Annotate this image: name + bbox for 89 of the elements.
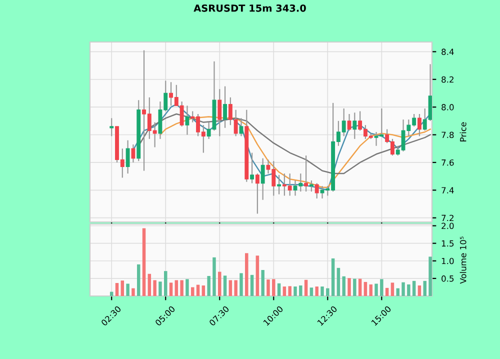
y-tick-label: 0.5 bbox=[442, 275, 454, 282]
bar bbox=[174, 280, 178, 296]
bar bbox=[358, 278, 362, 296]
bar bbox=[320, 286, 324, 296]
bar bbox=[120, 280, 124, 296]
bar bbox=[158, 282, 162, 296]
y-tick-label: 1.0 bbox=[442, 258, 454, 264]
candlestick bbox=[347, 113, 352, 132]
bar bbox=[288, 286, 292, 296]
bar bbox=[136, 264, 140, 296]
bar bbox=[282, 286, 286, 296]
bar bbox=[250, 274, 254, 296]
candlestick bbox=[131, 144, 136, 164]
bar bbox=[412, 280, 416, 296]
bar bbox=[240, 273, 243, 296]
bar bbox=[402, 282, 405, 296]
bar bbox=[218, 272, 222, 296]
bar bbox=[169, 282, 173, 296]
y-axis-title: Price bbox=[460, 122, 466, 142]
candlestick bbox=[218, 88, 222, 137]
bar bbox=[272, 279, 276, 296]
bar bbox=[342, 276, 346, 296]
bar bbox=[132, 288, 135, 296]
candlestick bbox=[110, 118, 114, 137]
candlestick bbox=[304, 154, 308, 192]
candlestick bbox=[418, 113, 422, 137]
bar bbox=[353, 278, 356, 296]
bar bbox=[223, 276, 227, 296]
bar bbox=[336, 268, 340, 296]
candlestick bbox=[255, 172, 260, 214]
bar bbox=[304, 280, 308, 296]
bar bbox=[407, 284, 410, 296]
bar bbox=[277, 283, 281, 296]
candlestick bbox=[250, 152, 254, 184]
bar bbox=[142, 228, 146, 296]
bar bbox=[315, 286, 318, 296]
candlestick bbox=[223, 86, 227, 128]
bar bbox=[153, 280, 156, 296]
y-tick-label: 7.6 bbox=[442, 159, 454, 166]
bar bbox=[396, 288, 400, 296]
bar bbox=[261, 270, 264, 296]
bar bbox=[126, 284, 130, 296]
bar bbox=[380, 279, 384, 296]
candlestick bbox=[309, 180, 314, 192]
bar bbox=[348, 278, 351, 296]
bar bbox=[294, 286, 297, 296]
y-tick-label: 8.2 bbox=[442, 76, 454, 83]
bar bbox=[180, 280, 184, 296]
y-tick-label: 7.2 bbox=[442, 214, 454, 222]
y-tick-label: 2.0 bbox=[442, 222, 454, 230]
bar bbox=[418, 285, 422, 296]
y-tick-label: 7.8 bbox=[442, 132, 454, 138]
bar bbox=[266, 279, 270, 296]
candlestick bbox=[126, 140, 130, 174]
bar bbox=[186, 279, 189, 296]
bar bbox=[115, 283, 119, 296]
bar bbox=[207, 276, 210, 296]
bar bbox=[374, 284, 378, 296]
bar bbox=[245, 253, 248, 296]
bar bbox=[148, 274, 152, 296]
bar bbox=[390, 282, 394, 296]
candlestick bbox=[260, 158, 265, 200]
bar bbox=[364, 282, 368, 296]
bar bbox=[369, 284, 372, 296]
bar bbox=[423, 280, 426, 296]
candlestick bbox=[277, 174, 282, 195]
bar bbox=[202, 285, 206, 296]
bar bbox=[428, 256, 432, 296]
bar bbox=[326, 288, 330, 296]
y-tick-label: 8.0 bbox=[442, 104, 454, 110]
candlestick bbox=[314, 182, 319, 200]
y-tick-label: 7.4 bbox=[442, 187, 454, 194]
bar bbox=[385, 288, 389, 296]
candlestick bbox=[352, 112, 357, 140]
bar bbox=[212, 257, 216, 296]
y-tick-label: 8.4 bbox=[442, 48, 454, 55]
bar bbox=[164, 271, 168, 296]
y-tick-label: 1.5 bbox=[442, 240, 454, 247]
bar bbox=[196, 284, 200, 296]
bar bbox=[299, 285, 302, 296]
bar bbox=[191, 287, 194, 296]
bar bbox=[234, 280, 238, 296]
bar bbox=[331, 258, 335, 296]
bar bbox=[228, 280, 232, 296]
candlestick bbox=[185, 105, 190, 136]
bar bbox=[310, 288, 314, 296]
chart-title: ASRUSDT 15m 343.0 bbox=[194, 4, 306, 12]
bar bbox=[256, 256, 260, 296]
y-axis-title: Volume 10⁵ bbox=[460, 236, 466, 284]
